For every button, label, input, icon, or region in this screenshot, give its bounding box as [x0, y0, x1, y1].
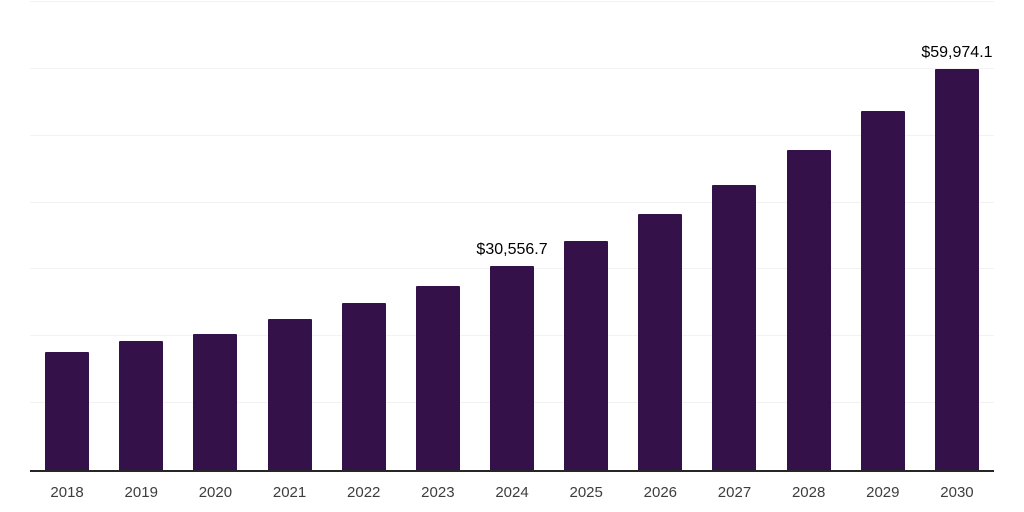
x-tick-label-2023: 2023 [421, 484, 455, 501]
bar-2018 [45, 352, 90, 470]
bar-band-2021 [252, 2, 326, 470]
bar-2029 [860, 110, 905, 470]
x-tick-label-2024: 2024 [495, 484, 529, 501]
x-tick-label-2020: 2020 [198, 484, 233, 501]
x-tick-label-2026: 2026 [643, 484, 678, 501]
data-label-2024: $30,556.7 [476, 240, 548, 258]
x-tick-label-2021: 2021 [272, 484, 307, 501]
x-tick-label-2022: 2022 [347, 484, 381, 501]
bar-2019 [119, 340, 164, 470]
bar-2027 [712, 185, 757, 470]
gridline-50000 [30, 134, 994, 136]
bar-2021 [267, 318, 312, 470]
bars-row: $30,556.7 $59,974.1 [30, 2, 994, 470]
bar-band-2024: $30,556.7 [475, 2, 549, 470]
bar-band-2025 [549, 2, 623, 470]
bar-2025 [564, 241, 609, 470]
plot-area: $30,556.7 $59,974.1 [30, 1, 994, 472]
bar-2028 [786, 149, 831, 470]
bar-band-2020 [178, 2, 252, 470]
bar-band-2030: $59,974.1 [920, 2, 994, 470]
bar-2020 [193, 334, 238, 470]
bar-2026 [638, 213, 683, 470]
bar-band-2018 [30, 2, 104, 470]
bar-2022 [341, 302, 386, 470]
x-tick-label-2025: 2025 [569, 484, 603, 501]
bar-band-2023 [401, 2, 475, 470]
bar-2024 [490, 265, 535, 470]
x-tick-label-2028: 2028 [791, 484, 826, 501]
gridline-70000 [30, 1, 994, 2]
x-axis-tick-labels: 2018 2019 2020 2021 2022 2023 2024 2025 2026 2027… [30, 484, 994, 502]
x-tick-label-2029: 2029 [866, 484, 900, 501]
bar-band-2028 [772, 2, 846, 470]
gridline-40000 [30, 201, 994, 203]
x-tick-label-2030: 2030 [940, 484, 974, 501]
bar-2023 [415, 286, 460, 470]
x-tick-label-2019: 2019 [124, 484, 158, 501]
x-tick-label-2027: 2027 [717, 484, 752, 501]
bar-band-2026 [623, 2, 697, 470]
data-label-2030: $59,974.1 [921, 44, 993, 62]
bar-2030 [934, 69, 979, 470]
bar-band-2019 [104, 2, 178, 470]
bar-band-2022 [327, 2, 401, 470]
x-axis-line [30, 470, 994, 472]
gridline-60000 [30, 67, 994, 69]
bar-band-2029 [846, 2, 920, 470]
x-tick-label-2018: 2018 [50, 484, 84, 501]
bar-band-2027 [697, 2, 771, 470]
